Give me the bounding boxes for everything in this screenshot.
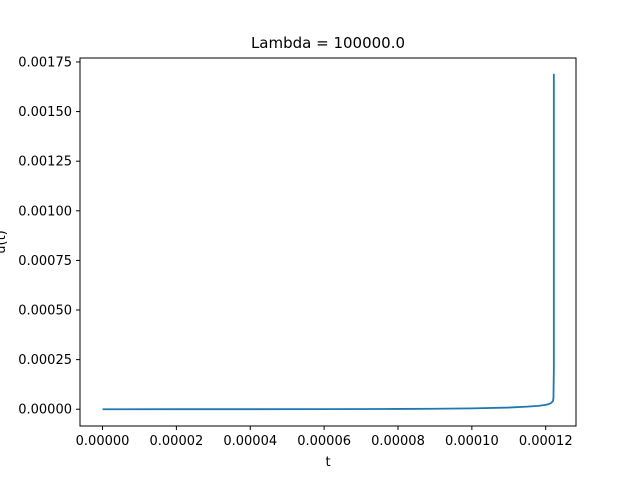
x-tick-label: 0.00006 [297,434,351,449]
y-tick-label: 0.00125 [18,155,72,170]
y-tick-label: 0.00025 [18,353,72,368]
x-tick-label: 0.00004 [223,434,277,449]
x-tick-label: 0.00012 [519,434,573,449]
x-tick-label: 0.00010 [445,434,499,449]
chart-title: Lambda = 100000.0 [251,34,405,52]
y-axis-label: u(t) [0,230,9,253]
x-tick-label: 0.00000 [76,434,130,449]
y-tick-label: 0.00075 [18,254,72,269]
x-axis-label: t [325,455,330,470]
y-tick-label: 0.00100 [18,204,72,219]
y-tick-label: 0.00000 [18,403,72,418]
x-tick-label: 0.00008 [371,434,425,449]
y-tick-label: 0.00175 [18,55,72,70]
y-tick-label: 0.00050 [18,304,72,319]
axis-ticks: 0.00000 0.00002 0.00004 0.00006 0.00008 0.000… [18,55,572,449]
y-tick-label: 0.00150 [18,105,72,120]
x-tick-label: 0.00002 [150,434,204,449]
axes-frame [79,57,577,427]
series-line [102,73,555,411]
plot-area [102,73,555,411]
